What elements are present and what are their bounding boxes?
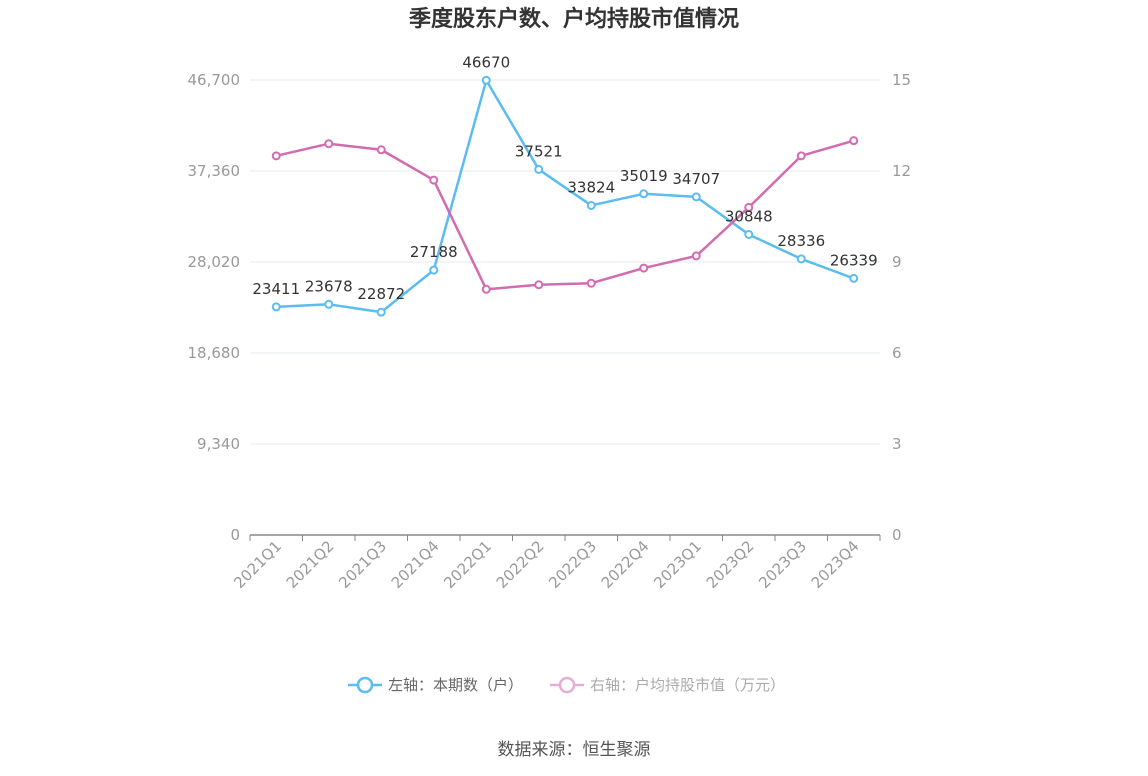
left-tick-label: 37,360 <box>188 162 241 180</box>
data-point <box>534 164 544 174</box>
right-tick-label: 6 <box>892 344 902 362</box>
left-tick-label: 0 <box>230 526 240 544</box>
legend-label: 右轴：户均持股市值（万元） <box>590 676 785 694</box>
data-point <box>481 75 491 85</box>
data-label: 23678 <box>305 277 353 295</box>
data-point <box>481 284 491 294</box>
data-point <box>324 299 334 309</box>
x-tick-label: 2022Q4 <box>598 537 653 592</box>
data-point <box>744 229 754 239</box>
legend-item-0[interactable]: 左轴：本期数（户） <box>348 676 523 694</box>
data-point <box>849 136 859 146</box>
legend-item-1[interactable]: 右轴：户均持股市值（万元） <box>550 676 785 694</box>
x-tick-label: 2022Q2 <box>493 537 548 592</box>
left-tick-label: 28,020 <box>188 253 241 271</box>
x-tick-label: 2023Q3 <box>755 537 810 592</box>
data-point <box>796 151 806 161</box>
chart-title: 季度股东户数、户均持股市值情况 <box>409 6 739 32</box>
left-tick-label: 46,700 <box>188 71 241 89</box>
data-point <box>586 200 596 210</box>
data-label: 22872 <box>357 285 405 303</box>
legend-marker <box>356 676 374 694</box>
grid <box>250 79 880 445</box>
x-tick-label: 2022Q1 <box>440 537 495 592</box>
data-label: 30848 <box>725 207 773 225</box>
data-point <box>691 192 701 202</box>
data-label: 27188 <box>410 243 458 261</box>
series-line-1 <box>275 139 855 291</box>
series-line-0 <box>276 79 855 314</box>
data-point <box>324 139 334 149</box>
data-point <box>429 175 439 185</box>
x-tick-label: 2021Q2 <box>283 537 338 592</box>
data-label: 46670 <box>462 53 510 71</box>
data-point <box>376 145 386 155</box>
right-tick-label: 3 <box>892 435 902 453</box>
left-tick-label: 18,680 <box>188 344 241 362</box>
right-tick-label: 0 <box>892 526 902 544</box>
data-point <box>849 273 859 283</box>
data-source: 数据来源：恒生聚源 <box>498 740 651 760</box>
data-point <box>796 254 806 264</box>
data-point <box>534 280 544 290</box>
data-point <box>691 251 701 261</box>
legend-label: 左轴：本期数（户） <box>388 676 523 694</box>
x-tick-label: 2022Q3 <box>545 537 600 592</box>
data-label: 23411 <box>252 280 300 298</box>
legend-marker <box>558 676 576 694</box>
data-label: 33824 <box>567 178 615 196</box>
data-label: 34707 <box>672 170 720 188</box>
data-label: 35019 <box>620 167 668 185</box>
data-point <box>639 263 649 273</box>
data-label: 28336 <box>777 232 825 250</box>
x-tick-label: 2021Q3 <box>335 537 390 592</box>
data-point <box>744 202 754 212</box>
x-tick-label: 2021Q4 <box>388 537 443 592</box>
data-point <box>429 265 439 275</box>
x-tick-label: 2023Q2 <box>703 537 758 592</box>
x-tick-label: 2023Q1 <box>650 537 705 592</box>
x-tick-label: 2021Q1 <box>230 537 285 592</box>
data-point <box>271 151 281 161</box>
data-point <box>376 307 386 317</box>
data-point <box>639 189 649 199</box>
series-group <box>271 75 859 317</box>
right-tick-label: 15 <box>892 71 911 89</box>
data-label: 37521 <box>515 142 563 160</box>
data-label: 26339 <box>830 251 878 269</box>
x-tick-label: 2023Q4 <box>808 537 863 592</box>
right-tick-label: 12 <box>892 162 911 180</box>
right-tick-label: 9 <box>892 253 902 271</box>
legend[interactable]: 左轴：本期数（户） 右轴：户均持股市值（万元） <box>348 676 785 694</box>
left-tick-label: 9,340 <box>197 435 240 453</box>
data-point <box>586 278 596 288</box>
data-point <box>271 302 281 312</box>
